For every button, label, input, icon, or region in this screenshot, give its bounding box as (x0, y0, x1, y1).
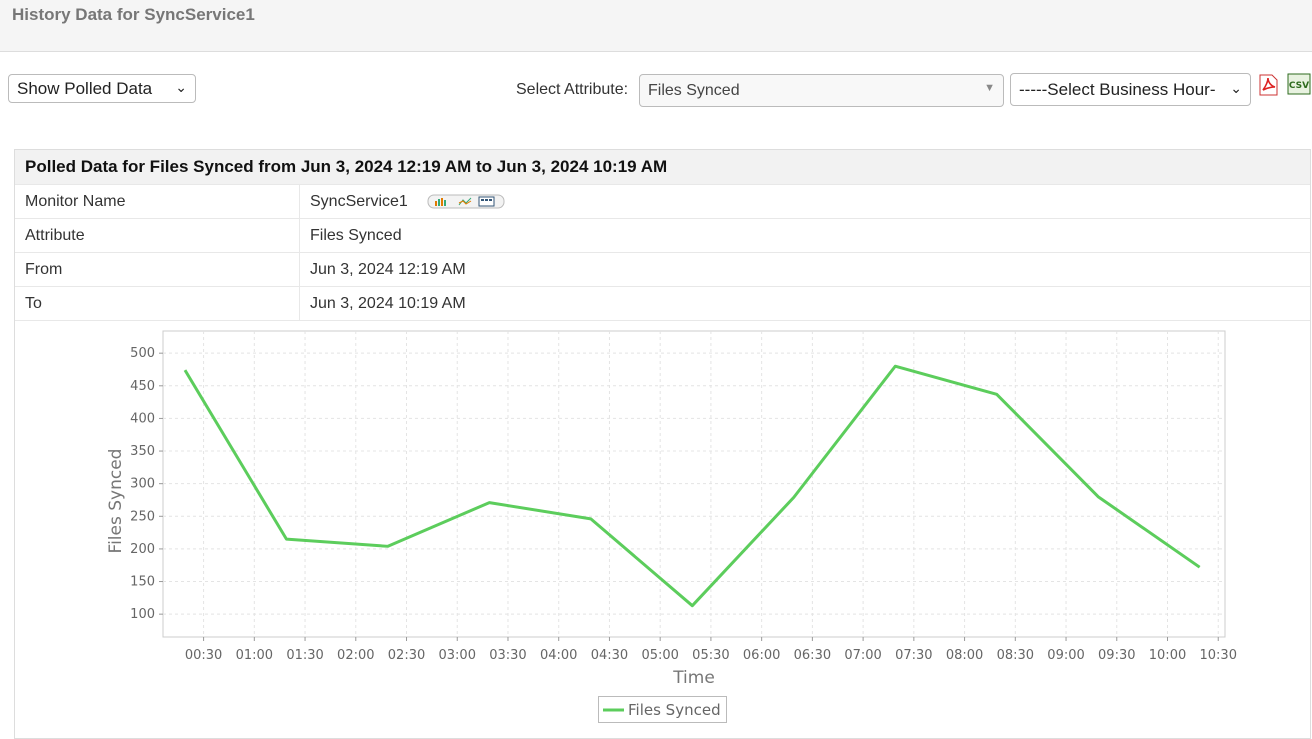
y-tick-label: 450 (130, 379, 155, 394)
y-axis-label: Files Synced (106, 449, 126, 554)
x-tick-label: 10:30 (1200, 648, 1237, 663)
row-label: From (25, 261, 63, 278)
y-tick-label: 150 (130, 575, 155, 590)
x-tick-label: 06:30 (794, 648, 831, 663)
x-tick-label: 00:30 (185, 648, 222, 663)
x-tick-label: 01:30 (286, 648, 323, 663)
x-tick-label: 04:00 (540, 648, 577, 663)
y-tick-label: 350 (130, 444, 155, 459)
y-tick-label: 500 (130, 346, 155, 361)
y-tick-label: 400 (130, 411, 155, 426)
pdf-icon[interactable] (1257, 74, 1279, 96)
y-tick-label: 300 (130, 477, 155, 492)
row-label: To (25, 295, 42, 312)
monitor-icons[interactable] (427, 194, 507, 210)
chevron: ⌄ (175, 79, 187, 95)
page-title: History Data for SyncService1 (12, 5, 255, 24)
header: History Data for SyncService1 (0, 0, 1312, 52)
y-tick-label: 100 (130, 607, 155, 622)
x-tick-label: 02:00 (337, 648, 374, 663)
legend-label: Files Synced (628, 701, 721, 719)
info-row: Attribute Files Synced (15, 218, 1310, 253)
chart: 100 150 200 250 300 350 400 450 500 00:30 01:00 01:… (106, 330, 1237, 723)
row-value: SyncService1 (310, 193, 408, 210)
divider (299, 252, 300, 286)
x-tick-label: 06:00 (743, 648, 780, 663)
divider (299, 218, 300, 252)
x-tick-label: 10:00 (1149, 648, 1186, 663)
x-tick-label: 08:30 (997, 648, 1034, 663)
x-tick-label: 03:30 (489, 648, 526, 663)
data-panel: Polled Data for Files Synced from Jun 3,… (14, 149, 1311, 739)
x-tick-label: 07:00 (844, 648, 881, 663)
panel-header: Polled Data for Files Synced from Jun 3,… (15, 150, 1310, 185)
y-tick-label: 200 (130, 542, 155, 557)
x-axis-label: Time (672, 668, 715, 688)
info-row: From Jun 3, 2024 12:19 AM (15, 252, 1310, 287)
info-row: Monitor Name SyncService1 (15, 184, 1310, 219)
csv-icon-text: CSV (1289, 81, 1309, 91)
row-label: Attribute (25, 227, 85, 244)
attribute-label: Select Attribute: (516, 81, 629, 98)
x-tick-label: 04:30 (591, 648, 628, 663)
series-line (183, 364, 1201, 608)
x-tick-label: 07:30 (895, 648, 932, 663)
row-value: Files Synced (310, 227, 402, 244)
x-tick-label: 09:30 (1098, 648, 1135, 663)
x-tick-label: 01:00 (236, 648, 273, 663)
business-hour-text: -----Select Business Hour- (1019, 80, 1216, 99)
x-tick-label: 09:00 (1047, 648, 1084, 663)
x-tick-label: 02:30 (388, 648, 425, 663)
view-select-text: Show Polled Data (17, 79, 153, 98)
y-tick-label: 250 (130, 509, 155, 524)
attribute-select[interactable]: Files Synced ▼ (639, 74, 1004, 107)
divider (299, 286, 300, 320)
panel-title: Polled Data for Files Synced from Jun 3,… (25, 157, 668, 176)
view-select[interactable]: Show Polled Data ⌄ (8, 74, 196, 103)
divider (299, 184, 300, 218)
csv-icon[interactable]: CSV (1287, 73, 1311, 95)
x-tick-label: 08:00 (946, 648, 983, 663)
x-tick-label: 05:30 (692, 648, 729, 663)
business-hour-select[interactable]: -----Select Business Hour- ⌄ (1010, 73, 1251, 106)
attribute-select-text: Files Synced (648, 82, 740, 99)
info-row: To Jun 3, 2024 10:19 AM (15, 286, 1310, 321)
row-value: Jun 3, 2024 12:19 AM (310, 261, 466, 278)
row-value: Jun 3, 2024 10:19 AM (310, 295, 466, 312)
chevron: ⌄ (1230, 80, 1242, 97)
x-tick-label: 03:00 (439, 648, 476, 663)
row-label: Monitor Name (25, 193, 126, 210)
x-tick-label: 05:00 (641, 648, 678, 663)
dropdown-arrow: ▼ (984, 82, 995, 94)
